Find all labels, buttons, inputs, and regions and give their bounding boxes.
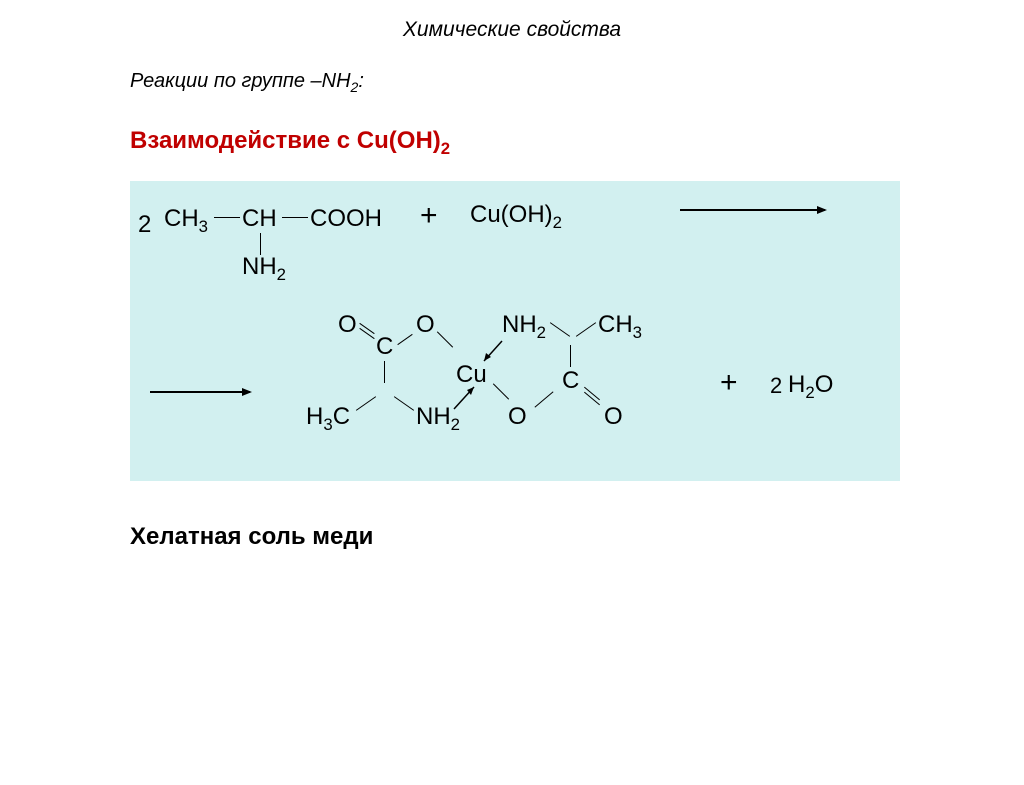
bond — [397, 334, 412, 345]
chelate-o3: O — [508, 403, 527, 431]
alanine-cooh: COOH — [310, 205, 382, 233]
chelate-o2: O — [416, 311, 435, 339]
water-coeff: 2 — [770, 373, 782, 399]
alanine-ch3: CH3 — [164, 205, 208, 237]
reaction-box: 2 CH3 CH COOH NH2 + Cu(OH)2 O C O H3C NH… — [130, 181, 900, 481]
arrow-right-2 — [150, 391, 250, 393]
red-title: Взаимодействие с Cu(OH)2 — [130, 127, 1024, 159]
bond — [570, 345, 571, 367]
bond — [356, 396, 376, 411]
water: H2O — [788, 371, 833, 403]
bond — [534, 391, 553, 407]
alanine-nh2: NH2 — [242, 253, 286, 285]
chelate-ch3: CH3 — [598, 311, 642, 343]
coeff-1: 2 — [138, 211, 151, 239]
chelate-c1: C — [376, 333, 393, 361]
bond — [260, 233, 261, 255]
arrow-right-1 — [680, 209, 825, 211]
plus-1: + — [420, 199, 438, 233]
chelate-o4: O — [604, 403, 623, 431]
plus-2: + — [720, 366, 738, 400]
bond — [282, 217, 308, 218]
bond — [576, 322, 596, 337]
chelate-nh2-top: NH2 — [502, 311, 546, 343]
bond — [384, 361, 385, 383]
bond — [493, 383, 509, 399]
subtitle: Реакции по группе –NH2: — [130, 70, 1024, 95]
chelate-c2: C — [562, 367, 579, 395]
bond — [550, 322, 570, 337]
chelate-o1: O — [338, 311, 357, 339]
cuoh2: Cu(OH)2 — [470, 201, 562, 233]
alanine-ch: CH — [242, 205, 277, 233]
bottom-label: Хелатная соль меди — [130, 523, 1024, 551]
bond — [214, 217, 240, 218]
bond — [394, 396, 414, 411]
dative-arrow-2 — [478, 339, 506, 367]
page-title: Химические свойства — [0, 18, 1024, 42]
bond — [437, 331, 453, 347]
chelate-h3c: H3C — [306, 403, 350, 435]
